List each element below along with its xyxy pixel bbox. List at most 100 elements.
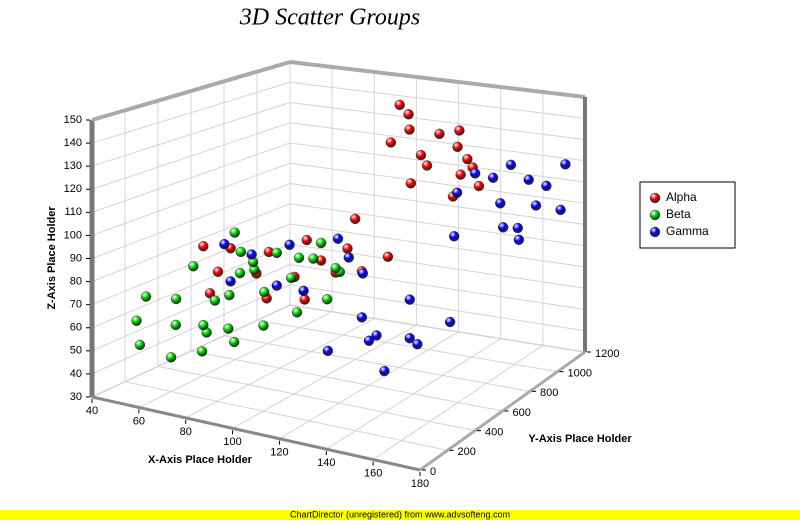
data-point <box>444 316 456 328</box>
z-tick-label: 70 <box>70 299 82 311</box>
x-tick-label: 100 <box>223 436 241 448</box>
y-tick-label: 400 <box>485 427 503 439</box>
x-axis-label: X-Axis Place Holder <box>148 454 253 466</box>
z-tick-label: 140 <box>64 137 82 149</box>
data-point <box>315 237 327 249</box>
data-point <box>271 280 282 291</box>
data-point <box>448 231 460 242</box>
grid-line <box>91 203 291 283</box>
data-point <box>363 335 375 346</box>
data-point <box>284 239 295 251</box>
data-point <box>188 261 199 272</box>
data-point <box>134 339 146 351</box>
data-point <box>487 172 499 183</box>
z-tick-label: 50 <box>70 345 82 357</box>
grid-line <box>91 81 291 144</box>
z-tick-label: 150 <box>64 114 82 126</box>
legend-label: Beta <box>666 207 691 221</box>
data-point <box>404 294 415 305</box>
data-point <box>385 137 397 148</box>
data-point <box>196 346 208 357</box>
data-point <box>293 252 305 263</box>
data-point <box>356 312 368 323</box>
data-point <box>394 99 405 111</box>
data-point <box>357 268 369 279</box>
y-tick-label: 800 <box>540 387 558 399</box>
data-point <box>560 159 571 170</box>
z-tick-label: 120 <box>64 183 82 195</box>
grid-line <box>289 183 586 225</box>
data-point <box>505 159 517 171</box>
grid-line <box>91 284 291 375</box>
grid-line <box>124 381 448 451</box>
data-point <box>223 323 234 334</box>
x-tick-label: 120 <box>270 447 288 459</box>
chart-title: 3D Scatter Groups <box>239 5 420 31</box>
data-point <box>204 288 216 299</box>
data-point <box>291 307 303 318</box>
x-tick-label: 180 <box>411 478 429 490</box>
legend-marker <box>649 209 661 221</box>
data-point <box>541 180 552 192</box>
x-tick-label: 160 <box>364 467 382 479</box>
data-point <box>404 332 415 344</box>
grid-line <box>289 203 586 247</box>
z-tick-label: 90 <box>70 252 82 264</box>
data-point <box>555 204 566 216</box>
footer: ChartDirector (unregistered) from www.ad… <box>290 509 510 519</box>
y-tick-label: 1200 <box>595 348 619 360</box>
grid-line <box>289 102 586 140</box>
wall-edge <box>419 350 586 472</box>
data-point <box>198 241 209 252</box>
data-point <box>349 213 361 225</box>
data-point <box>379 365 390 377</box>
z-tick-label: 110 <box>64 206 82 218</box>
grid-line <box>289 223 586 268</box>
data-point <box>170 319 181 331</box>
data-point <box>246 249 257 260</box>
data-point <box>330 262 341 274</box>
grid-line <box>289 162 586 204</box>
data-point <box>308 253 319 264</box>
z-tick-label: 80 <box>70 275 82 287</box>
grid-line <box>256 319 558 373</box>
grid-line <box>91 142 291 213</box>
data-point <box>229 227 240 238</box>
grid-line <box>289 304 586 353</box>
data-point <box>285 272 297 284</box>
data-point <box>140 291 152 302</box>
data-point <box>321 294 333 305</box>
z-axis-label: Z-Axis Place Holder <box>46 206 58 310</box>
grid-line <box>91 162 291 236</box>
y-tick-label: 0 <box>430 466 436 478</box>
grid-line <box>289 243 586 289</box>
x-tick-label: 80 <box>180 426 192 438</box>
data-point <box>497 222 509 233</box>
data-point <box>530 200 542 211</box>
data-point <box>462 153 473 165</box>
legend-marker <box>649 226 661 238</box>
grid-line <box>91 122 291 190</box>
data-point <box>382 251 394 262</box>
data-point <box>209 295 221 306</box>
grid-line <box>91 102 291 167</box>
data-point <box>415 149 427 161</box>
data-point <box>473 180 485 192</box>
x-tick-label: 40 <box>86 405 98 417</box>
grid-line <box>190 350 503 412</box>
y-tick-label: 200 <box>458 446 476 458</box>
data-point <box>234 267 246 279</box>
data-point <box>403 109 414 120</box>
data-point <box>342 243 353 254</box>
legend-label: Gamma <box>666 224 709 238</box>
data-point <box>235 246 247 258</box>
footer-bar <box>0 510 800 520</box>
wall-edge <box>91 395 421 472</box>
data-point <box>454 125 465 136</box>
data-point <box>198 319 209 331</box>
data-point <box>259 286 270 298</box>
data-point <box>258 320 269 331</box>
data-point <box>434 128 445 140</box>
